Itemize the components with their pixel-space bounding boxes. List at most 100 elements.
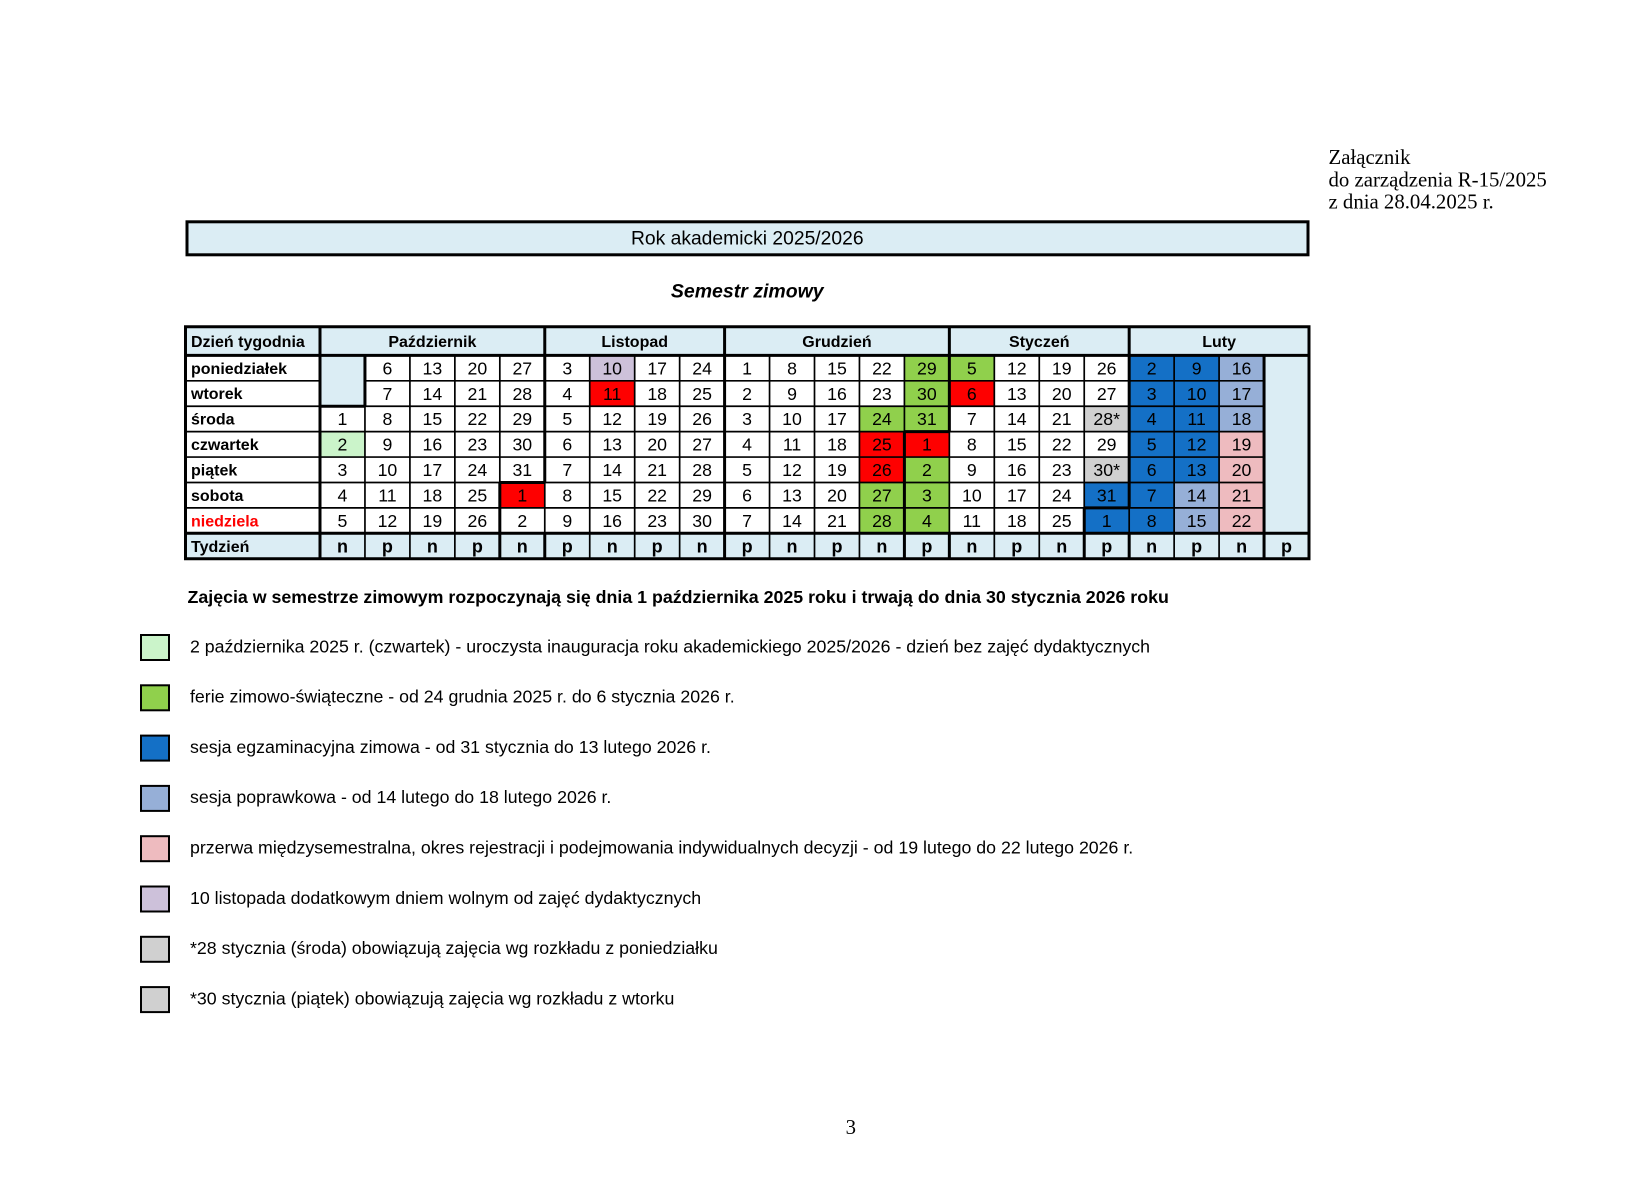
svg-text:p: p <box>921 537 932 557</box>
svg-text:10: 10 <box>1187 384 1207 404</box>
svg-text:18: 18 <box>647 384 667 404</box>
svg-text:Semestr zimowy: Semestr zimowy <box>671 281 825 303</box>
svg-text:13: 13 <box>1187 460 1207 480</box>
svg-text:sesja poprawkowa - od 14 luteg: sesja poprawkowa - od 14 lutego do 18 lu… <box>190 787 611 807</box>
svg-text:13: 13 <box>602 435 622 455</box>
svg-text:n: n <box>697 537 708 557</box>
svg-text:2: 2 <box>742 384 752 404</box>
svg-text:1: 1 <box>338 409 348 429</box>
svg-text:Dzień tygodnia: Dzień tygodnia <box>191 334 305 351</box>
svg-text:czwartek: czwartek <box>191 437 259 454</box>
svg-text:23: 23 <box>467 435 487 455</box>
svg-text:6: 6 <box>562 435 572 455</box>
svg-text:31: 31 <box>512 460 532 480</box>
svg-text:19: 19 <box>1232 435 1252 455</box>
svg-text:21: 21 <box>1052 409 1072 429</box>
svg-text:8: 8 <box>562 485 572 505</box>
svg-text:14: 14 <box>1007 409 1027 429</box>
svg-text:n: n <box>1146 537 1157 557</box>
svg-text:3: 3 <box>922 485 932 505</box>
svg-text:p: p <box>1191 537 1202 557</box>
svg-text:15: 15 <box>1187 511 1207 531</box>
svg-text:23: 23 <box>872 384 892 404</box>
svg-text:niedziela: niedziela <box>191 513 259 530</box>
svg-text:22: 22 <box>1052 435 1072 455</box>
svg-text:4: 4 <box>1147 409 1157 429</box>
svg-text:31: 31 <box>1097 485 1117 505</box>
svg-text:19: 19 <box>423 511 443 531</box>
svg-text:6: 6 <box>383 358 393 378</box>
svg-text:do zarządzenia R-15/2025: do zarządzenia R-15/2025 <box>1329 168 1547 191</box>
svg-text:p: p <box>1101 537 1112 557</box>
svg-text:n: n <box>1056 537 1067 557</box>
svg-text:18: 18 <box>423 485 443 505</box>
svg-text:4: 4 <box>742 435 752 455</box>
svg-text:17: 17 <box>827 409 847 429</box>
svg-text:9: 9 <box>787 384 797 404</box>
svg-text:20: 20 <box>1052 384 1072 404</box>
svg-text:29: 29 <box>512 409 532 429</box>
svg-text:10: 10 <box>602 358 622 378</box>
svg-text:n: n <box>966 537 977 557</box>
svg-text:11: 11 <box>963 511 981 531</box>
svg-text:1: 1 <box>1102 511 1112 531</box>
svg-text:3: 3 <box>562 358 572 378</box>
svg-text:7: 7 <box>562 460 572 480</box>
svg-text:n: n <box>787 537 798 557</box>
svg-text:12: 12 <box>602 409 622 429</box>
svg-text:3: 3 <box>846 1116 856 1139</box>
svg-text:n: n <box>607 537 618 557</box>
svg-text:8: 8 <box>1147 511 1157 531</box>
svg-text:p: p <box>382 537 393 557</box>
svg-text:18: 18 <box>1007 511 1027 531</box>
svg-text:7: 7 <box>967 409 977 429</box>
svg-text:9: 9 <box>562 511 572 531</box>
svg-text:23: 23 <box>647 511 667 531</box>
svg-text:6: 6 <box>967 384 977 404</box>
svg-text:piątek: piątek <box>191 462 237 479</box>
svg-text:30: 30 <box>917 384 937 404</box>
svg-text:18: 18 <box>827 435 847 455</box>
svg-text:25: 25 <box>872 435 892 455</box>
svg-text:9: 9 <box>967 460 977 480</box>
svg-text:12: 12 <box>378 511 398 531</box>
svg-text:*28 stycznia (środa) obowiązuj: *28 stycznia (środa) obowiązują zajęcia … <box>190 938 718 958</box>
svg-text:21: 21 <box>1232 485 1252 505</box>
svg-text:28: 28 <box>872 511 892 531</box>
svg-text:Październik: Październik <box>388 334 476 351</box>
svg-text:29: 29 <box>917 358 937 378</box>
svg-text:29: 29 <box>1097 435 1117 455</box>
svg-text:5: 5 <box>338 511 348 531</box>
svg-text:15: 15 <box>827 358 847 378</box>
svg-text:28*: 28* <box>1093 409 1120 429</box>
svg-text:27: 27 <box>872 485 892 505</box>
svg-text:23: 23 <box>1052 460 1072 480</box>
svg-text:11: 11 <box>603 384 621 404</box>
svg-text:p: p <box>831 537 842 557</box>
svg-text:22: 22 <box>872 358 892 378</box>
svg-text:20: 20 <box>647 435 667 455</box>
svg-text:27: 27 <box>692 435 712 455</box>
svg-text:29: 29 <box>692 485 712 505</box>
svg-text:21: 21 <box>647 460 667 480</box>
svg-text:6: 6 <box>742 485 752 505</box>
svg-text:31: 31 <box>917 409 937 429</box>
svg-text:27: 27 <box>512 358 532 378</box>
svg-text:7: 7 <box>1147 485 1157 505</box>
svg-text:9: 9 <box>383 435 393 455</box>
svg-text:n: n <box>337 537 348 557</box>
svg-text:sesja egzaminacyjna zimowa - o: sesja egzaminacyjna zimowa - od 31 stycz… <box>190 737 711 757</box>
svg-text:17: 17 <box>1007 485 1027 505</box>
svg-text:16: 16 <box>602 511 622 531</box>
svg-text:16: 16 <box>423 435 443 455</box>
svg-text:26: 26 <box>467 511 487 531</box>
svg-text:6: 6 <box>1147 460 1157 480</box>
svg-text:p: p <box>562 537 573 557</box>
svg-text:30: 30 <box>512 435 532 455</box>
svg-text:13: 13 <box>782 485 802 505</box>
svg-text:2: 2 <box>1147 358 1157 378</box>
svg-text:12: 12 <box>782 460 802 480</box>
svg-text:10 listopada dodatkowym dniem: 10 listopada dodatkowym dniem wolnym od … <box>190 888 701 908</box>
svg-text:17: 17 <box>647 358 667 378</box>
svg-text:2: 2 <box>517 511 527 531</box>
